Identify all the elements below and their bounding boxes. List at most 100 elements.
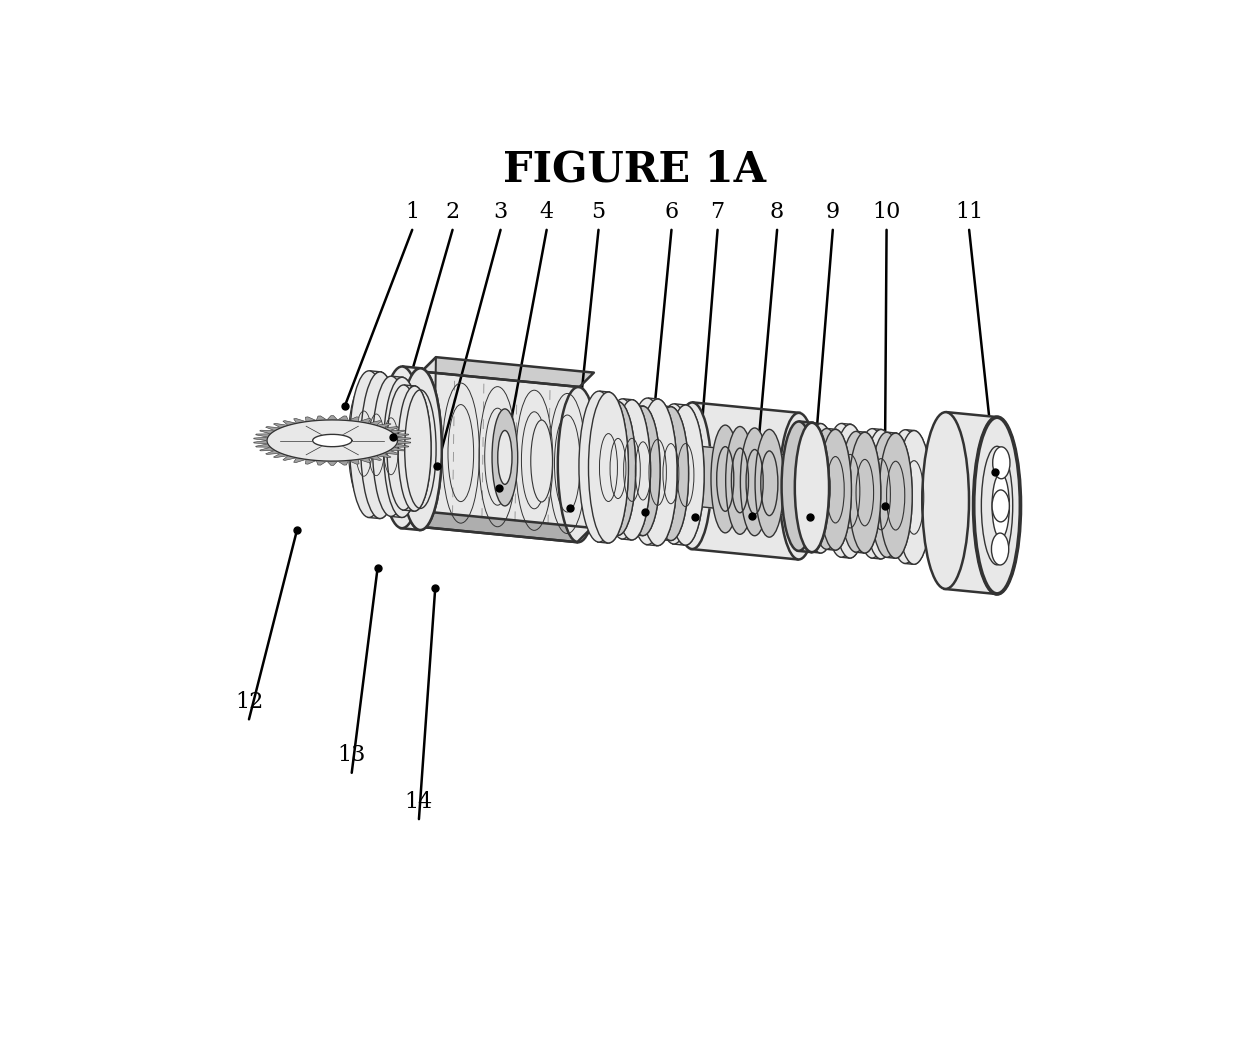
- Polygon shape: [396, 438, 411, 441]
- Polygon shape: [419, 371, 580, 542]
- Ellipse shape: [589, 392, 628, 543]
- Polygon shape: [316, 416, 327, 421]
- Polygon shape: [294, 419, 306, 423]
- Ellipse shape: [974, 417, 1021, 594]
- Polygon shape: [338, 460, 348, 466]
- Ellipse shape: [991, 533, 1009, 565]
- Ellipse shape: [378, 394, 405, 498]
- Ellipse shape: [667, 405, 704, 545]
- Ellipse shape: [992, 473, 1010, 538]
- Ellipse shape: [361, 372, 399, 518]
- Polygon shape: [886, 432, 897, 558]
- Polygon shape: [294, 457, 306, 463]
- Polygon shape: [255, 444, 270, 447]
- Ellipse shape: [362, 389, 392, 501]
- Ellipse shape: [824, 423, 859, 557]
- Polygon shape: [348, 459, 359, 465]
- Text: 8: 8: [769, 201, 784, 223]
- Ellipse shape: [348, 385, 379, 503]
- Polygon shape: [825, 428, 836, 550]
- Polygon shape: [904, 429, 914, 564]
- Polygon shape: [368, 371, 382, 518]
- Ellipse shape: [864, 429, 898, 559]
- Polygon shape: [254, 438, 268, 441]
- Polygon shape: [647, 398, 659, 545]
- Ellipse shape: [896, 430, 932, 564]
- Polygon shape: [306, 417, 316, 422]
- Polygon shape: [265, 426, 281, 430]
- Polygon shape: [384, 426, 399, 430]
- Ellipse shape: [819, 429, 851, 550]
- Text: 4: 4: [539, 201, 554, 223]
- Polygon shape: [358, 419, 370, 423]
- Ellipse shape: [896, 430, 932, 564]
- Polygon shape: [348, 417, 359, 422]
- Ellipse shape: [638, 399, 676, 545]
- Ellipse shape: [498, 430, 512, 484]
- Polygon shape: [944, 412, 999, 594]
- Ellipse shape: [400, 371, 441, 527]
- Ellipse shape: [589, 392, 628, 543]
- Ellipse shape: [922, 412, 969, 589]
- Polygon shape: [390, 447, 405, 451]
- Text: 2: 2: [446, 201, 460, 223]
- Ellipse shape: [992, 447, 1010, 479]
- Ellipse shape: [626, 407, 660, 535]
- Text: 7: 7: [710, 201, 725, 223]
- Ellipse shape: [603, 399, 641, 539]
- Ellipse shape: [880, 433, 912, 558]
- Polygon shape: [419, 357, 436, 527]
- Polygon shape: [358, 457, 370, 463]
- Ellipse shape: [833, 424, 867, 558]
- Ellipse shape: [384, 377, 420, 517]
- Text: 11: 11: [955, 201, 984, 223]
- Ellipse shape: [849, 432, 881, 553]
- Ellipse shape: [974, 417, 1021, 594]
- Polygon shape: [338, 416, 348, 421]
- Ellipse shape: [790, 456, 807, 516]
- Ellipse shape: [810, 428, 843, 550]
- Ellipse shape: [398, 386, 431, 511]
- Polygon shape: [390, 430, 405, 433]
- Ellipse shape: [628, 398, 667, 544]
- Polygon shape: [691, 446, 799, 516]
- Polygon shape: [659, 405, 672, 540]
- Text: 9: 9: [825, 201, 840, 223]
- Ellipse shape: [601, 401, 636, 535]
- Ellipse shape: [996, 489, 1005, 523]
- Ellipse shape: [626, 407, 660, 535]
- Polygon shape: [282, 421, 296, 425]
- Polygon shape: [266, 420, 398, 461]
- Polygon shape: [327, 461, 338, 466]
- Ellipse shape: [387, 385, 420, 510]
- Ellipse shape: [804, 424, 838, 553]
- Text: 10: 10: [872, 201, 901, 223]
- Text: 14: 14: [405, 791, 434, 813]
- Polygon shape: [377, 453, 392, 457]
- Text: 13: 13: [337, 745, 366, 766]
- Ellipse shape: [794, 423, 829, 552]
- Text: 6: 6: [664, 201, 679, 223]
- Polygon shape: [312, 435, 352, 447]
- Ellipse shape: [819, 429, 851, 550]
- Text: 1: 1: [405, 201, 419, 223]
- Text: FIGURE 1A: FIGURE 1A: [503, 148, 767, 191]
- Polygon shape: [384, 450, 399, 454]
- Ellipse shape: [833, 424, 867, 558]
- Ellipse shape: [399, 368, 442, 530]
- Polygon shape: [274, 423, 287, 428]
- Ellipse shape: [684, 446, 700, 506]
- Polygon shape: [691, 402, 799, 559]
- Ellipse shape: [864, 429, 898, 559]
- Ellipse shape: [492, 409, 518, 506]
- Ellipse shape: [755, 429, 783, 537]
- Ellipse shape: [711, 425, 740, 533]
- Ellipse shape: [591, 400, 627, 534]
- Ellipse shape: [849, 432, 881, 553]
- Ellipse shape: [361, 372, 399, 518]
- Ellipse shape: [638, 399, 676, 545]
- Text: 12: 12: [235, 691, 263, 712]
- Polygon shape: [266, 420, 398, 461]
- Polygon shape: [327, 416, 338, 420]
- Ellipse shape: [399, 368, 442, 530]
